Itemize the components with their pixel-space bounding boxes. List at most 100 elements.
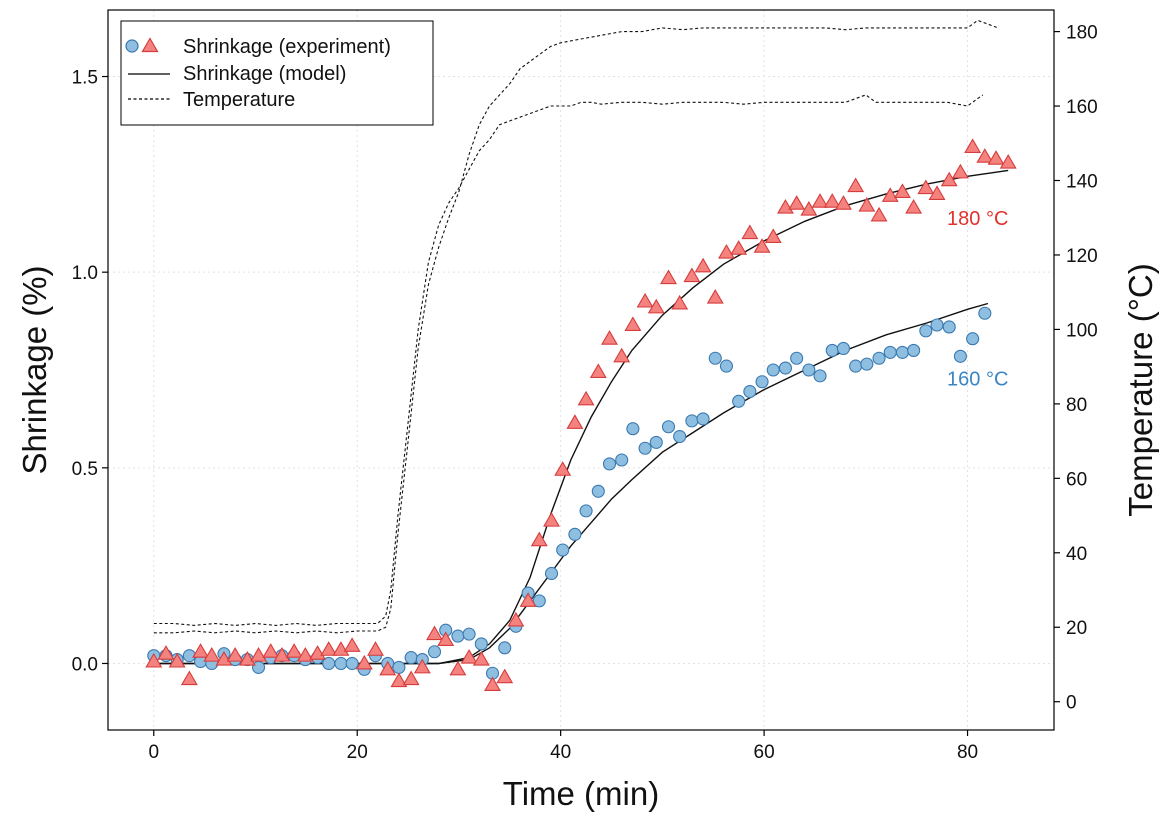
point-triangle-45 — [671, 294, 689, 310]
point-circle-42 — [638, 441, 652, 455]
point-triangle-70 — [964, 138, 982, 153]
point-circle-58 — [825, 343, 839, 357]
point-triangle-28 — [472, 650, 490, 666]
point-circle-68 — [942, 320, 956, 334]
point-triangle-20 — [379, 660, 397, 676]
point-circle-43 — [649, 435, 663, 449]
point-circle-65 — [907, 343, 921, 357]
point-triangle-52 — [753, 238, 771, 253]
point-triangle-42 — [636, 292, 654, 308]
point-triangle-38 — [589, 363, 607, 378]
point-circle-48 — [708, 351, 722, 365]
point-triangle-2 — [168, 652, 186, 668]
point-circle-22 — [404, 651, 418, 665]
point-circle-57 — [813, 369, 827, 383]
axes: 0 20 40 60 80 0.0 0.5 1.0 1.5 0 20 40 60 80 100 120 140 1… — [72, 23, 1098, 763]
point-triangle-57 — [811, 193, 829, 208]
point-triangle-0 — [145, 652, 163, 668]
point-triangle-63 — [881, 187, 899, 202]
point-triangle-66 — [917, 179, 935, 195]
point-triangle-26 — [449, 660, 467, 676]
point-circle-28 — [474, 637, 488, 651]
point-triangle-65 — [905, 199, 923, 214]
point-triangle-8 — [238, 650, 256, 666]
annotation-label-0: 180 °C — [947, 208, 1008, 230]
point-triangle-7 — [226, 647, 244, 662]
y2-tick-label-4: 80 — [1066, 395, 1087, 416]
legend-box — [120, 20, 434, 126]
point-circle-64 — [895, 345, 909, 359]
data-markers — [145, 138, 1017, 692]
point-circle-17 — [345, 656, 359, 671]
point-triangle-69 — [951, 163, 969, 179]
y2-tick-label-0: 0 — [1066, 693, 1077, 714]
point-triangle-16 — [332, 641, 350, 656]
point-circle-60 — [849, 359, 863, 373]
point-triangle-43 — [647, 298, 665, 314]
point-circle-47 — [696, 412, 710, 426]
point-triangle-51 — [741, 224, 759, 240]
point-triangle-23 — [413, 658, 431, 674]
point-triangle-9 — [250, 647, 267, 662]
point-triangle-39 — [601, 330, 618, 345]
point-triangle-40 — [613, 347, 631, 363]
point-circle-62 — [872, 351, 886, 365]
y-tick-label-0: 0.0 — [72, 654, 98, 675]
point-triangle-21 — [390, 672, 408, 688]
point-triangle-36 — [566, 414, 584, 429]
x-axis-title: Time (min) — [503, 775, 659, 812]
x-tick-label-2: 40 — [550, 742, 571, 763]
point-circle-30 — [498, 641, 512, 655]
point-circle-53 — [766, 363, 780, 377]
x-tick-label-1: 20 — [347, 742, 368, 763]
point-triangle-17 — [343, 637, 361, 652]
point-triangle-1 — [157, 645, 175, 660]
point-circle-71 — [978, 306, 992, 320]
point-triangle-24 — [426, 625, 443, 641]
y-tick-label-2: 1.0 — [72, 263, 98, 284]
point-triangle-41 — [624, 316, 642, 332]
point-triangle-35 — [554, 461, 572, 476]
point-triangle-18 — [355, 654, 373, 670]
x-tick-label-3: 60 — [754, 742, 775, 763]
temperature-lines — [153, 19, 999, 634]
model-lines — [153, 169, 1009, 665]
point-circle-69 — [953, 349, 967, 363]
point-triangle-54 — [777, 199, 794, 214]
series-annotations: 180 °C 160 °C — [947, 208, 1008, 390]
y-tick-label-1: 0.5 — [72, 459, 98, 480]
y-axis-title: Shrinkage (%) — [16, 265, 53, 474]
y2-tick-label-1: 20 — [1066, 618, 1087, 639]
point-triangle-49 — [718, 244, 735, 259]
point-circle-54 — [778, 361, 793, 375]
y2-tick-label-7: 140 — [1066, 172, 1098, 193]
y-tick-label-3: 1.5 — [72, 68, 98, 89]
point-triangle-22 — [402, 670, 420, 686]
point-triangle-33 — [530, 531, 548, 547]
point-triangle-67 — [928, 185, 946, 200]
point-circle-44 — [661, 420, 676, 434]
y2-tick-label-2: 40 — [1066, 544, 1087, 565]
legend-entry-temperature: Temperature — [183, 89, 295, 111]
point-triangle-68 — [940, 171, 958, 187]
point-triangle-6 — [215, 650, 233, 666]
plot-frame — [107, 9, 1055, 731]
point-circle-45 — [673, 429, 687, 444]
y2-tick-label-3: 60 — [1066, 469, 1087, 490]
legend-entry-model: Shrinkage (model) — [183, 63, 346, 85]
point-circle-37 — [579, 504, 593, 518]
point-circle-61 — [860, 357, 874, 371]
legend: Shrinkage (experiment) Shrinkage (model)… — [120, 20, 434, 126]
legend-entry-experiment: Shrinkage (experiment) — [183, 36, 391, 58]
point-triangle-4 — [192, 643, 210, 658]
point-triangle-61 — [858, 197, 876, 212]
point-triangle-5 — [203, 647, 221, 662]
point-triangle-72 — [987, 150, 1005, 165]
point-triangle-60 — [847, 177, 865, 193]
point-circle-33 — [532, 594, 546, 608]
point-circle-46 — [685, 414, 699, 428]
y2-axis-title: Temperature (°C) — [1122, 263, 1159, 516]
point-triangle-19 — [367, 641, 384, 656]
point-triangle-25 — [437, 631, 455, 647]
annotation-label-1: 160 °C — [947, 369, 1008, 391]
